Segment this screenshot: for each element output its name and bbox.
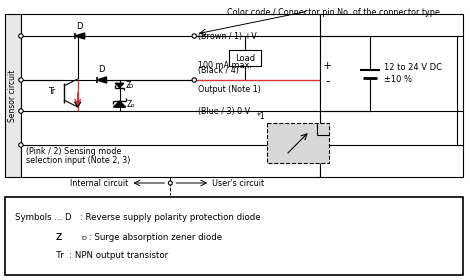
Text: Sensor circuit: Sensor circuit [8,69,17,122]
Bar [320,14,463,177]
Polygon shape [75,102,81,107]
Text: 12 to 24 V DC: 12 to 24 V DC [384,63,441,72]
Polygon shape [113,101,125,107]
Text: D: D [77,22,83,31]
Text: Z: Z [15,232,62,241]
Text: Load: Load [235,53,255,62]
Circle shape [192,34,196,38]
Text: D: D [98,64,105,74]
Bar [5,197,463,275]
Text: Tr: Tr [48,87,55,95]
Bar [267,123,329,163]
Text: Z: Z [125,81,131,90]
Text: Output (Note 1): Output (Note 1) [198,85,261,94]
Circle shape [19,109,23,113]
Text: D: D [82,236,86,241]
Polygon shape [97,77,107,83]
Text: Z: Z [127,100,133,109]
Text: Internal circuit: Internal circuit [70,179,128,188]
Text: User's circuit: User's circuit [212,179,264,188]
Circle shape [192,78,196,82]
Circle shape [19,34,23,38]
Bar [5,14,21,177]
Circle shape [168,181,172,185]
Text: Tr  : NPN output transistor: Tr : NPN output transistor [15,251,168,260]
Text: ±10 %: ±10 % [384,75,412,84]
Text: *1: *1 [256,112,265,121]
Circle shape [19,143,23,147]
Text: Color code / Connector pin No. of the connector type: Color code / Connector pin No. of the co… [227,8,440,17]
Text: D: D [129,84,133,89]
Text: (Pink / 2) Sensing mode: (Pink / 2) Sensing mode [26,147,121,156]
Text: Symbols ... D   : Reverse supply polarity protection diode: Symbols ... D : Reverse supply polarity … [15,213,260,221]
Text: 100 mA max.: 100 mA max. [198,60,252,69]
Text: : Surge absorption zener diode: : Surge absorption zener diode [86,232,222,241]
Text: -: - [326,75,330,88]
Text: (Black / 4): (Black / 4) [198,66,239,75]
Circle shape [19,78,23,82]
Text: selection input (Note 2, 3): selection input (Note 2, 3) [26,156,130,165]
Bar [21,14,320,177]
Text: (Brown / 1) +V: (Brown / 1) +V [198,32,257,41]
Bar [229,50,261,66]
Polygon shape [115,83,124,88]
Text: +: + [323,60,332,71]
Text: (Blue / 3) 0 V: (Blue / 3) 0 V [198,106,251,116]
Text: Z: Z [15,232,62,241]
Polygon shape [75,33,85,39]
Text: o: o [131,103,134,108]
